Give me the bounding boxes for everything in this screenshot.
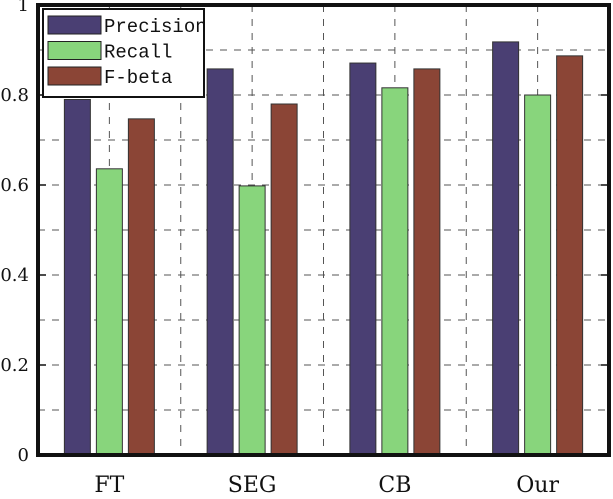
legend-swatch [47, 15, 102, 35]
x-axis-labels: FT SEG CB Our [94, 473, 559, 498]
x-tick-label: SEG [228, 473, 277, 498]
y-tick-label: 0.4 [0, 265, 29, 286]
bar-f-beta-ft [127, 118, 155, 456]
bar-precision-cb [349, 62, 377, 456]
legend-swatch [47, 41, 102, 60]
legend-label: Recall [104, 42, 172, 64]
legend-swatch [47, 66, 102, 86]
bar-recall-our [524, 94, 552, 456]
y-tick-label: 1 [18, 0, 29, 16]
x-tick-label: CB [378, 473, 411, 498]
y-tick-label: 0.2 [0, 355, 29, 376]
x-tick-label: Our [516, 473, 559, 498]
bar-recall-ft [95, 168, 123, 456]
y-axis-ticks: 0 0.2 0.4 0.6 0.8 1 [0, 0, 609, 466]
bar-precision-seg [206, 68, 234, 456]
legend-label: Precision [104, 16, 207, 38]
bar-f-beta-our [556, 55, 584, 456]
bar-f-beta-cb [413, 68, 441, 456]
y-tick-label: 0.8 [0, 85, 29, 106]
x-tick-label: FT [94, 473, 124, 498]
bars [63, 41, 584, 456]
plot-frame [36, 3, 611, 457]
bar-precision-our [492, 41, 520, 456]
y-tick-label: 0.6 [0, 175, 29, 196]
y-tick-label: 0 [18, 445, 29, 466]
legend: Precision Recall F-beta [42, 8, 207, 98]
bar-recall-cb [381, 87, 409, 456]
bar-recall-seg [238, 185, 266, 456]
bar-f-beta-seg [270, 103, 298, 456]
legend-label: F-beta [104, 67, 172, 89]
bar-precision-ft [63, 99, 91, 456]
